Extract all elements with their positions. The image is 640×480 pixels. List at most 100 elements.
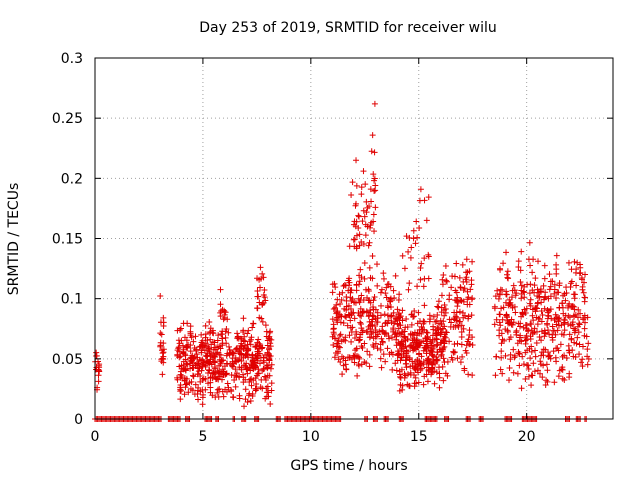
data-point: [394, 357, 401, 364]
data-point: [158, 331, 165, 338]
data-point: [377, 312, 384, 319]
data-point: [451, 309, 458, 316]
data-point: [504, 317, 511, 324]
data-point: [469, 258, 476, 265]
data-point: [396, 291, 403, 298]
data-point: [549, 323, 556, 330]
data-point: [433, 331, 440, 338]
data-point: [531, 282, 538, 289]
data-point: [525, 362, 532, 369]
data-point: [208, 361, 215, 368]
data-point: [355, 354, 362, 361]
data-point: [351, 299, 358, 306]
data-point: [187, 332, 194, 339]
data-point: [202, 363, 209, 370]
data-point: [410, 235, 417, 242]
data-point: [399, 252, 406, 259]
data-point: [372, 333, 379, 340]
data-point: [491, 321, 498, 328]
data-point: [253, 380, 260, 387]
data-point: [538, 318, 545, 325]
data-point: [563, 355, 570, 362]
data-point: [95, 367, 102, 374]
data-point: [556, 314, 563, 321]
data-point: [232, 346, 239, 353]
data-point: [553, 261, 560, 268]
data-point: [503, 288, 510, 295]
data-point: [425, 194, 432, 201]
data-point: [366, 239, 373, 246]
data-point: [260, 299, 267, 306]
data-point: [436, 364, 443, 371]
data-point: [502, 352, 509, 359]
data-point: [267, 343, 274, 350]
data-point: [349, 179, 356, 186]
data-point: [539, 312, 546, 319]
data-point: [371, 149, 378, 156]
data-point: [515, 350, 522, 357]
data-point: [229, 349, 236, 356]
data-point: [383, 284, 390, 291]
data-point: [446, 338, 453, 345]
data-point: [380, 275, 387, 282]
data-point: [179, 375, 186, 382]
data-point: [536, 333, 543, 340]
data-point: [510, 346, 517, 353]
data-point: [255, 348, 261, 355]
data-point: [561, 290, 568, 297]
data-point: [577, 264, 584, 271]
data-point: [553, 270, 560, 277]
data-point: [407, 363, 414, 370]
data-point: [256, 340, 263, 347]
data-point: [428, 339, 435, 346]
data-point: [411, 360, 418, 367]
data-point: [507, 319, 514, 326]
data-point: [547, 293, 554, 300]
data-point: [215, 393, 222, 400]
data-point: [559, 300, 566, 307]
data-point: [520, 361, 527, 368]
data-point: [195, 368, 202, 375]
data-point: [158, 358, 165, 365]
data-point: [393, 333, 400, 340]
data-point: [334, 340, 341, 347]
data-point: [394, 320, 401, 327]
data-point: [454, 340, 461, 347]
data-point: [540, 282, 547, 289]
data-point: [363, 309, 370, 316]
data-point: [225, 343, 232, 350]
data-point: [188, 354, 195, 361]
data-point: [414, 343, 421, 350]
data-point: [224, 380, 231, 387]
data-point: [215, 376, 222, 383]
data-point: [366, 363, 373, 370]
data-point: [457, 318, 464, 325]
data-point: [411, 365, 418, 372]
data-point: [467, 286, 474, 293]
data-point: [357, 320, 364, 327]
data-point: [501, 337, 508, 344]
data-point: [333, 301, 340, 308]
data-point: [527, 355, 534, 362]
data-point: [190, 373, 197, 380]
data-point: [442, 334, 449, 341]
data-point: [182, 367, 189, 374]
x-tick-label: 20: [518, 429, 536, 445]
data-point: [450, 349, 457, 356]
data-point: [241, 333, 248, 340]
data-point: [566, 331, 573, 338]
data-point: [378, 302, 385, 309]
data-point: [556, 282, 563, 289]
data-point: [433, 369, 440, 376]
data-point: [557, 341, 564, 348]
data-point: [499, 336, 506, 343]
data-point: [415, 309, 422, 316]
data-point: [397, 322, 404, 329]
data-point: [463, 350, 470, 357]
data-point: [369, 252, 376, 259]
data-point: [332, 335, 339, 342]
data-point: [254, 287, 261, 294]
data-point: [508, 316, 515, 323]
data-point: [389, 334, 396, 341]
